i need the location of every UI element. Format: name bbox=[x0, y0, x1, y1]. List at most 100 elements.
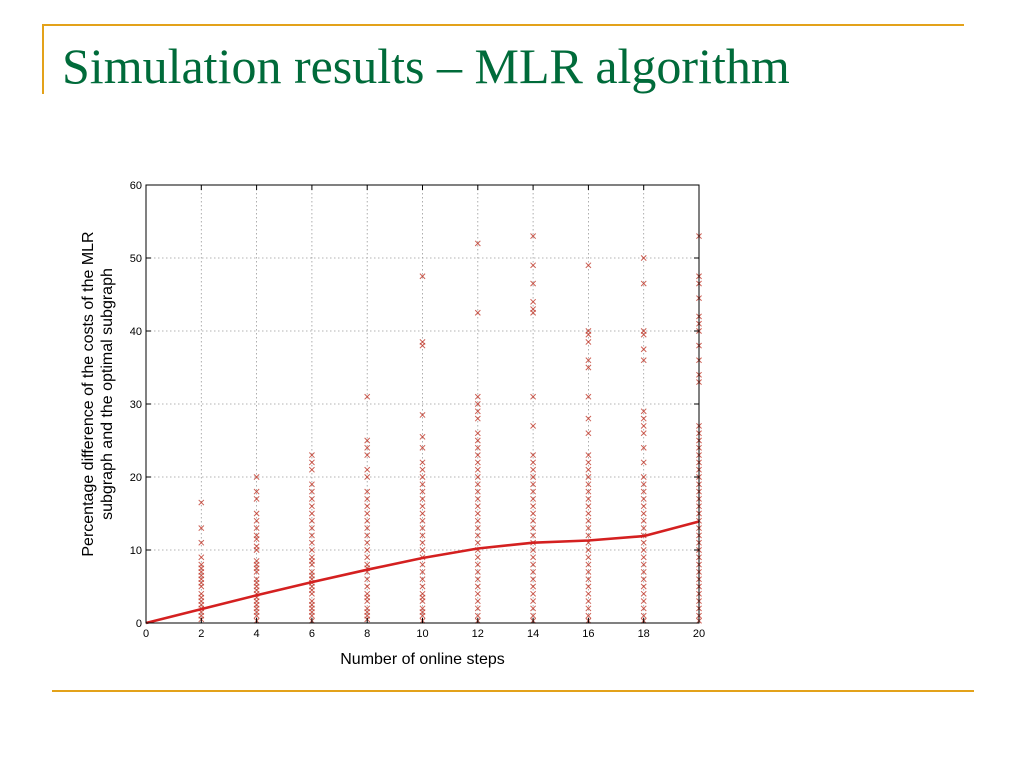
scatter-point-stroke bbox=[640, 605, 647, 612]
scatter-point bbox=[253, 488, 260, 495]
scatter-point bbox=[419, 583, 426, 590]
scatter-point bbox=[474, 510, 481, 517]
scatter-point bbox=[308, 598, 315, 605]
y-tick-label: 20 bbox=[130, 472, 142, 484]
scatter-point bbox=[640, 488, 647, 495]
scatter-point-stroke bbox=[585, 495, 592, 502]
scatter-point bbox=[530, 510, 537, 517]
scatter-point bbox=[364, 474, 371, 480]
scatter-point bbox=[198, 590, 205, 597]
top-accent-line bbox=[42, 24, 964, 26]
scatter-point-stroke bbox=[640, 510, 647, 517]
scatter-point bbox=[308, 525, 315, 532]
scatter-point-stroke bbox=[308, 532, 315, 539]
scatter-point-stroke bbox=[253, 517, 260, 524]
scatter-point-stroke bbox=[419, 495, 426, 502]
scatter-point bbox=[530, 466, 537, 473]
scatter-point-stroke bbox=[419, 576, 426, 583]
scatter-point bbox=[474, 503, 481, 510]
scatter-point-stroke bbox=[419, 539, 426, 546]
scatter-point bbox=[640, 503, 647, 510]
scatter-point-stroke bbox=[308, 481, 315, 488]
scatter-point-stroke bbox=[640, 415, 647, 422]
scatter-point-stroke bbox=[474, 393, 481, 400]
scatter-point-stroke bbox=[640, 422, 647, 429]
y-tick-label: 30 bbox=[130, 399, 142, 411]
scatter-point bbox=[585, 568, 592, 575]
scatter-point-stroke bbox=[419, 561, 426, 568]
scatter-point bbox=[585, 357, 592, 364]
scatter-point bbox=[419, 510, 426, 517]
scatter-point-stroke bbox=[530, 554, 537, 561]
scatter-point-stroke bbox=[308, 525, 315, 532]
scatter-point-stroke bbox=[419, 459, 426, 466]
scatter-point-stroke bbox=[474, 510, 481, 517]
scatter-point-stroke bbox=[419, 481, 426, 488]
scatter-point-stroke bbox=[585, 605, 592, 612]
scatter-point-stroke bbox=[474, 415, 481, 422]
scatter-point bbox=[364, 583, 371, 590]
scatter-point-stroke bbox=[253, 488, 260, 495]
scatter-point-stroke bbox=[585, 262, 592, 269]
y-tick-label: 10 bbox=[130, 545, 142, 557]
scatter-point bbox=[364, 590, 371, 597]
scatter-point bbox=[253, 543, 260, 550]
scatter-point bbox=[419, 568, 426, 575]
scatter-point bbox=[253, 557, 260, 564]
scatter-point-stroke bbox=[585, 547, 592, 553]
scatter-point-stroke bbox=[364, 444, 371, 451]
scatter-point bbox=[308, 466, 315, 473]
scatter-point bbox=[585, 532, 592, 539]
scatter-point-stroke bbox=[474, 539, 481, 546]
scatter-point bbox=[640, 415, 647, 422]
scatter-point bbox=[474, 561, 481, 568]
y-axis-label-line: subgraph and the optimal subgraph bbox=[99, 268, 116, 520]
x-axis-label: Number of online steps bbox=[340, 651, 505, 668]
x-tick-label: 10 bbox=[416, 628, 428, 640]
scatter-point bbox=[640, 422, 647, 429]
scatter-point bbox=[419, 525, 426, 532]
scatter-point-stroke bbox=[198, 554, 205, 561]
scatter-point bbox=[474, 466, 481, 473]
scatter-point-stroke bbox=[640, 583, 647, 590]
scatter-point bbox=[530, 459, 537, 466]
scatter-point-stroke bbox=[640, 328, 647, 334]
scatter-point-stroke bbox=[198, 561, 205, 568]
scatter-point-stroke bbox=[364, 532, 371, 539]
scatter-point-stroke bbox=[530, 605, 537, 612]
scatter-point-stroke bbox=[585, 364, 592, 371]
scatter-point-stroke bbox=[640, 554, 647, 561]
scatter-point-stroke bbox=[419, 466, 426, 473]
scatter-point-stroke bbox=[364, 393, 371, 400]
scatter-point bbox=[530, 422, 537, 429]
scatter-point bbox=[308, 459, 315, 466]
scatter-point bbox=[419, 503, 426, 510]
scatter-point bbox=[364, 444, 371, 451]
scatter-point bbox=[474, 605, 481, 612]
scatter-point-stroke bbox=[530, 306, 537, 313]
x-tick-label: 12 bbox=[472, 628, 484, 640]
scatter-point-stroke bbox=[474, 590, 481, 597]
scatter-point-stroke bbox=[530, 517, 537, 524]
x-tick-label: 6 bbox=[309, 628, 315, 640]
scatter-point-stroke bbox=[474, 525, 481, 532]
scatter-point-stroke bbox=[308, 554, 315, 561]
scatter-point-stroke bbox=[474, 444, 481, 451]
scatter-point bbox=[585, 364, 592, 371]
scatter-point-stroke bbox=[364, 517, 371, 524]
scatter-point bbox=[364, 532, 371, 539]
scatter-point bbox=[364, 452, 371, 459]
scatter-point-stroke bbox=[419, 547, 426, 553]
scatter-point-stroke bbox=[364, 525, 371, 532]
scatter-point-stroke bbox=[474, 401, 481, 407]
scatter-point bbox=[419, 590, 426, 597]
scatter-point-stroke bbox=[640, 474, 647, 480]
scatter-point bbox=[585, 452, 592, 459]
scatter-point-stroke bbox=[530, 576, 537, 583]
scatter-point bbox=[585, 583, 592, 590]
scatter-point-stroke bbox=[364, 466, 371, 473]
scatter-point-stroke bbox=[364, 576, 371, 583]
scatter-point-stroke bbox=[640, 525, 647, 532]
scatter-point bbox=[364, 547, 371, 553]
scatter-point-stroke bbox=[585, 393, 592, 400]
